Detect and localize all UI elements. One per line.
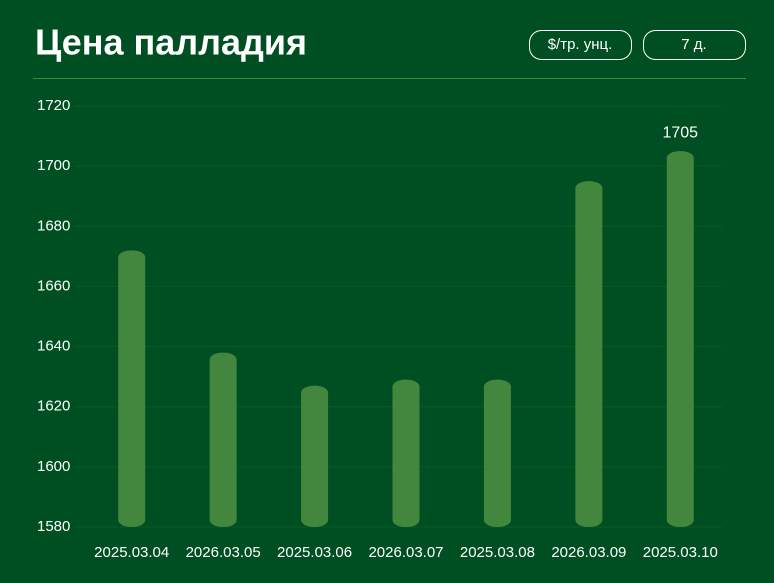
y-tick-label: 1580 xyxy=(37,518,70,535)
y-tick-label: 1700 xyxy=(37,157,70,174)
chart-title: Цена палладия xyxy=(35,22,307,63)
bar xyxy=(483,379,511,527)
bar xyxy=(118,250,146,528)
bar xyxy=(209,352,237,527)
x-tick-label: 2026.03.07 xyxy=(368,544,443,561)
period-button[interactable]: 7 д. xyxy=(643,30,746,60)
bar xyxy=(301,385,329,527)
button-label[interactable]: $/тр. унц. xyxy=(548,36,613,53)
y-tick-label: 1680 xyxy=(37,217,70,234)
unit-button[interactable]: $/тр. унц. xyxy=(529,30,632,60)
x-tick-label: 2025.03.10 xyxy=(643,544,718,561)
x-tick-label: 2025.03.04 xyxy=(94,544,169,561)
bar xyxy=(666,151,694,527)
y-tick-label: 1640 xyxy=(37,338,70,355)
bar xyxy=(392,379,420,527)
bar xyxy=(575,181,603,527)
button-frame[interactable] xyxy=(529,30,632,60)
y-tick-label: 1720 xyxy=(37,97,70,114)
x-tick-label: 2025.03.06 xyxy=(277,544,352,561)
y-tick-label: 1660 xyxy=(37,277,70,294)
y-tick-label: 1600 xyxy=(37,458,70,475)
x-tick-label: 2025.03.08 xyxy=(460,544,535,561)
x-tick-label: 2026.03.09 xyxy=(551,544,626,561)
x-tick-label: 2026.03.05 xyxy=(186,544,261,561)
button-label[interactable]: 7 д. xyxy=(681,36,706,53)
data-label: 1705 xyxy=(662,124,698,141)
button-frame[interactable] xyxy=(643,30,746,60)
y-tick-label: 1620 xyxy=(37,398,70,415)
